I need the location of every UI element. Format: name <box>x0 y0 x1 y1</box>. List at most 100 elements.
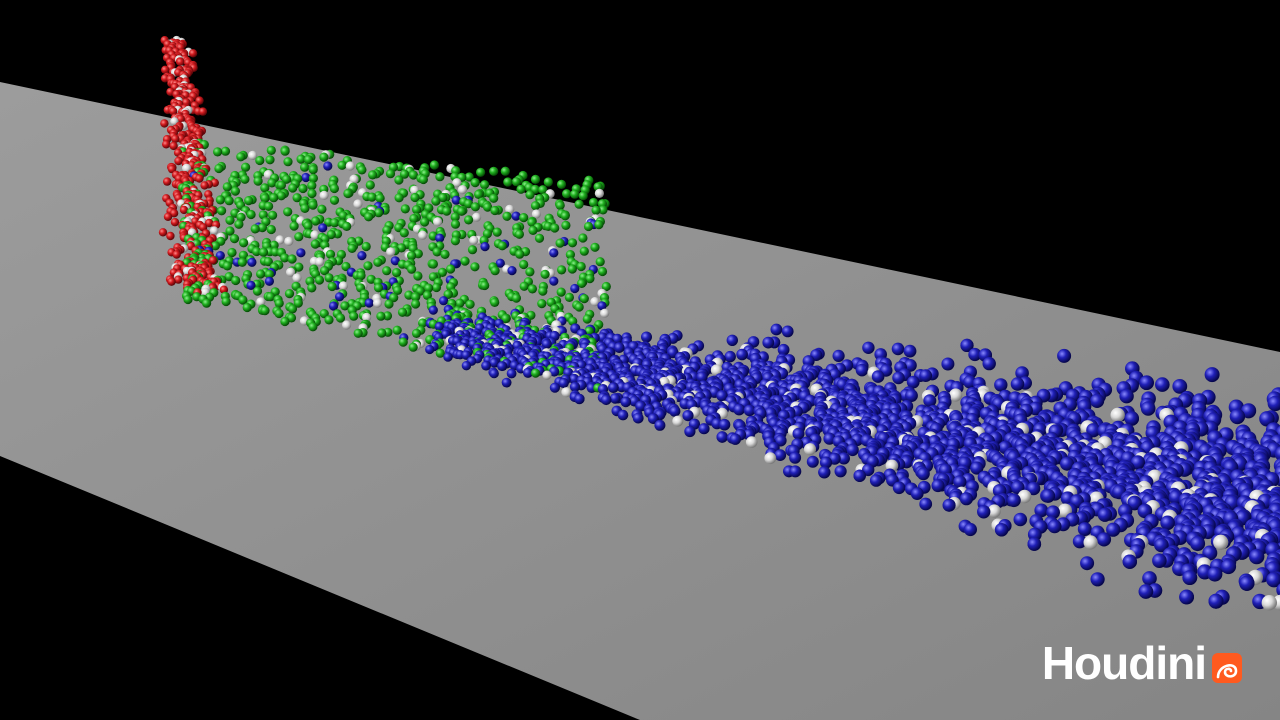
white-particle <box>804 443 816 456</box>
green-particle <box>324 315 334 325</box>
green-particle <box>375 193 385 203</box>
white-particle <box>542 370 552 380</box>
red-particle <box>179 205 189 215</box>
blue-particle <box>1090 393 1105 408</box>
blue-particle <box>789 465 802 478</box>
blue-particle <box>1204 367 1220 383</box>
blue-particle <box>837 452 851 465</box>
green-particle <box>377 328 387 338</box>
green-particle <box>393 285 403 295</box>
green-particle <box>540 269 550 279</box>
green-particle <box>525 190 535 200</box>
green-particle <box>527 284 538 294</box>
green-particle <box>341 261 351 272</box>
blue-particle <box>323 161 333 171</box>
blue-particle <box>698 423 710 435</box>
white-particle <box>315 257 325 267</box>
blue-particle <box>1041 489 1056 503</box>
blue-particle <box>1046 505 1060 520</box>
white-particle <box>764 452 777 465</box>
green-particle <box>308 200 318 210</box>
blue-particle <box>613 342 625 353</box>
green-particle <box>476 167 486 177</box>
green-particle <box>363 261 373 271</box>
blue-particle <box>480 242 490 252</box>
blue-particle <box>1220 558 1237 575</box>
green-particle <box>280 316 290 327</box>
blue-particle <box>823 432 836 445</box>
blue-particle <box>461 361 472 371</box>
green-particle <box>385 169 396 179</box>
green-particle <box>470 202 480 212</box>
green-particle <box>585 274 595 284</box>
green-particle <box>296 154 306 164</box>
green-particle <box>266 224 276 235</box>
blue-particle <box>364 298 374 308</box>
blue-particle <box>770 323 783 336</box>
blue-particle <box>789 451 802 464</box>
red-particle <box>161 65 170 75</box>
blue-particle <box>696 371 708 383</box>
green-particle <box>562 189 572 199</box>
red-particle <box>166 231 175 241</box>
blue-particle <box>1007 493 1021 508</box>
green-particle <box>213 147 223 157</box>
blue-particle <box>654 419 666 431</box>
blue-particle <box>1190 536 1206 552</box>
green-particle <box>583 221 594 232</box>
blue-particle <box>917 467 930 481</box>
green-particle <box>464 172 474 182</box>
green-particle <box>221 296 231 307</box>
blue-particle <box>682 410 694 422</box>
green-particle <box>588 197 599 208</box>
blue-particle <box>549 366 560 377</box>
green-particle <box>438 192 448 203</box>
blue-particle <box>549 382 561 393</box>
blue-particle <box>1267 395 1280 412</box>
green-particle <box>365 180 375 190</box>
white-particle <box>672 415 684 427</box>
green-particle <box>257 223 267 233</box>
blue-particle <box>501 377 512 388</box>
white-particle <box>319 190 329 200</box>
green-particle <box>283 157 293 167</box>
blue-particle <box>977 505 991 519</box>
green-particle <box>515 249 525 259</box>
blue-particle <box>246 280 256 290</box>
green-particle <box>237 257 247 267</box>
blue-particle <box>1034 503 1049 518</box>
blue-particle <box>1266 572 1280 588</box>
green-particle <box>353 328 363 338</box>
blue-particle <box>1239 575 1255 591</box>
red-particle <box>200 181 209 190</box>
blue-particle <box>609 393 621 404</box>
green-particle <box>422 290 432 300</box>
green-particle <box>357 165 367 175</box>
white-particle <box>469 235 479 245</box>
green-particle <box>557 265 567 275</box>
green-particle <box>264 201 274 211</box>
green-particle <box>489 166 499 176</box>
green-particle <box>294 232 304 242</box>
white-particle <box>342 320 352 330</box>
green-particle <box>424 283 434 293</box>
green-particle <box>528 225 538 235</box>
blue-particle <box>511 211 521 221</box>
blue-particle <box>724 350 736 363</box>
green-particle <box>525 267 535 277</box>
green-particle <box>307 188 317 199</box>
white-particle <box>457 185 468 195</box>
blue-particle <box>318 223 328 233</box>
blue-particle <box>1154 537 1169 553</box>
green-particle <box>314 275 325 285</box>
green-particle <box>260 193 270 203</box>
green-particle <box>407 264 417 274</box>
blue-particle <box>855 363 869 377</box>
blue-particle <box>647 413 659 424</box>
green-particle <box>335 313 346 323</box>
red-particle <box>167 277 176 286</box>
blue-particle <box>597 301 607 311</box>
green-particle <box>429 160 439 170</box>
white-particle <box>372 298 383 308</box>
